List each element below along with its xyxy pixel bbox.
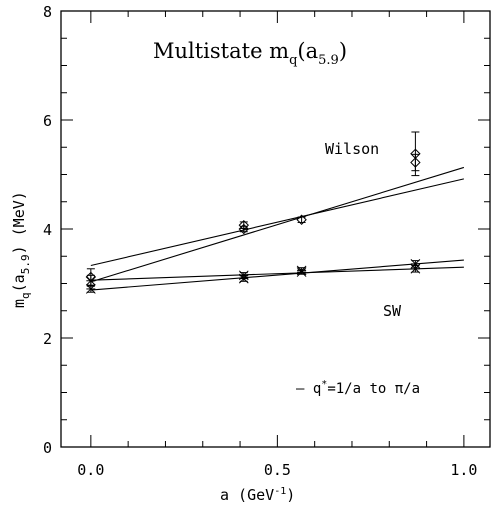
plot-frame bbox=[60, 10, 491, 448]
fit-line bbox=[90, 178, 465, 267]
asterisk-point bbox=[296, 267, 307, 277]
wilson-label: Wilson bbox=[325, 140, 379, 158]
asterisk-point bbox=[410, 263, 421, 274]
asterisk-point bbox=[85, 284, 96, 294]
diamond-point bbox=[238, 223, 249, 235]
x-tick-label: 1.0 bbox=[450, 461, 477, 479]
y-tick-label: 4 bbox=[43, 221, 52, 239]
axis-ticks bbox=[61, 10, 490, 448]
sw-label: SW bbox=[383, 302, 402, 320]
x-tick-label: 0.5 bbox=[264, 461, 291, 479]
x-tick-label: 0.0 bbox=[77, 461, 104, 479]
scale-legend: – q*=1/a to π/a bbox=[296, 379, 420, 397]
chart-title: Multistate mq(a5.9) bbox=[153, 39, 347, 68]
diamond-marker bbox=[238, 223, 249, 235]
x-tick-labels: 0.0 0.5 1.0 bbox=[77, 461, 477, 479]
asterisk-point bbox=[410, 259, 421, 269]
diamond-point bbox=[410, 153, 421, 172]
y-tick-label: 0 bbox=[43, 439, 52, 457]
asterisk-point bbox=[238, 273, 249, 284]
fit-line bbox=[90, 259, 464, 291]
data-points bbox=[85, 131, 421, 294]
fit-line bbox=[90, 266, 464, 281]
x-axis-label: a (GeV-1) bbox=[220, 486, 295, 504]
y-tick-label: 2 bbox=[43, 330, 52, 348]
y-axis-label: mq(a5.9) (MeV) bbox=[10, 191, 32, 308]
y-tick-labels: 0 2 4 6 8 bbox=[43, 3, 52, 457]
diamond-point bbox=[296, 214, 307, 225]
y-tick-label: 6 bbox=[43, 112, 52, 130]
asterisk-point bbox=[85, 274, 96, 287]
diamond-marker bbox=[296, 214, 307, 225]
diamond-marker bbox=[410, 157, 421, 168]
fit-line bbox=[90, 166, 465, 283]
fit-lines bbox=[90, 166, 465, 291]
y-tick-label: 8 bbox=[43, 3, 52, 21]
